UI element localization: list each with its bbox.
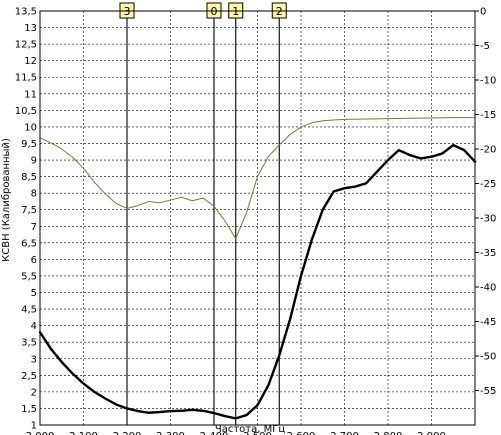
x-tick-label: 2 700 [330,431,359,435]
left-axis-ticks: 11,522,533,544,555,566,577,588,599,51010… [15,7,37,432]
y-left-tick-label: 12,5 [15,40,37,51]
y-right-tick-label: -20 [480,145,496,156]
x-tick-label: 2 000 [26,431,55,435]
y-right-tick-label: -55 [480,386,496,397]
y-left-tick-label: 13,5 [15,7,37,18]
x-tick-label: 2 600 [287,431,316,435]
y-left-tick-label: 3,5 [21,338,37,349]
right-axis-ticks: 0 -5 -10 -15 -20 -25 -30 -35 -40 -45 -50 -55 [475,7,496,397]
x-tick-label: 2 400 [200,431,229,435]
y-axis-label: КСВН (Калиброванный) [1,138,12,262]
y-left-tick-label: 10 [24,122,37,133]
y-right-tick-label: 0 [480,7,486,18]
grid-lines [40,11,475,425]
y-left-tick-label: 1 [31,421,37,432]
y-right-tick-label: -50 [480,352,496,363]
y-left-tick-label: 4,5 [21,305,37,316]
y-left-tick-label: 2 [31,387,37,398]
y-left-tick-label: 6 [31,255,37,266]
y-left-tick-label: 9 [31,156,37,167]
y-left-tick-label: 13 [24,23,37,34]
y-right-tick-label: -5 [480,41,490,52]
y-right-tick-label: -35 [480,248,496,259]
x-tick-label: 2 800 [374,431,403,435]
y-left-tick-label: 10,5 [15,106,37,117]
y-left-tick-label: 7,5 [21,205,37,216]
y-right-tick-label: -40 [480,283,496,294]
y-left-tick-label: 6,5 [21,238,37,249]
y-left-tick-label: 2,5 [21,371,37,382]
return-loss-series-line [39,117,476,240]
vswr-series-line [38,143,477,420]
x-axis-label: Частота, МГц [215,424,285,435]
y-left-tick-label: 11,5 [15,73,37,84]
y-right-tick-label: -25 [480,179,496,190]
y-left-tick-label: 3 [31,354,37,365]
x-tick-label: 2 300 [156,431,185,435]
y-left-tick-label: 11 [24,89,37,100]
y-right-tick-label: -15 [480,110,496,121]
y-left-tick-label: 1,5 [21,404,37,415]
y-left-tick-label: 4 [31,321,37,332]
bottom-axis-ticks: 2 000 2 100 2 200 2 300 2 400 2 500 2 600 2 700… [26,431,446,435]
x-tick-label: 2 100 [69,431,98,435]
y-right-tick-label: -10 [480,76,496,87]
y-left-tick-label: 8 [31,189,37,200]
y-left-tick-label: 8,5 [21,172,37,183]
y-left-tick-label: 7 [31,222,37,233]
x-tick-label: 2 200 [113,431,142,435]
x-tick-label: 2 900 [417,431,446,435]
y-left-tick-label: 9,5 [21,139,37,150]
x-tick-label: 2 500 [243,431,272,435]
y-left-tick-label: 5 [31,288,37,299]
y-left-tick-label: 5,5 [21,271,37,282]
data-series [38,117,477,420]
y-left-tick-label: 12 [24,56,37,67]
plot-frame [39,10,476,426]
y-right-tick-label: -30 [480,214,496,225]
y-right-tick-label: -45 [480,317,496,328]
